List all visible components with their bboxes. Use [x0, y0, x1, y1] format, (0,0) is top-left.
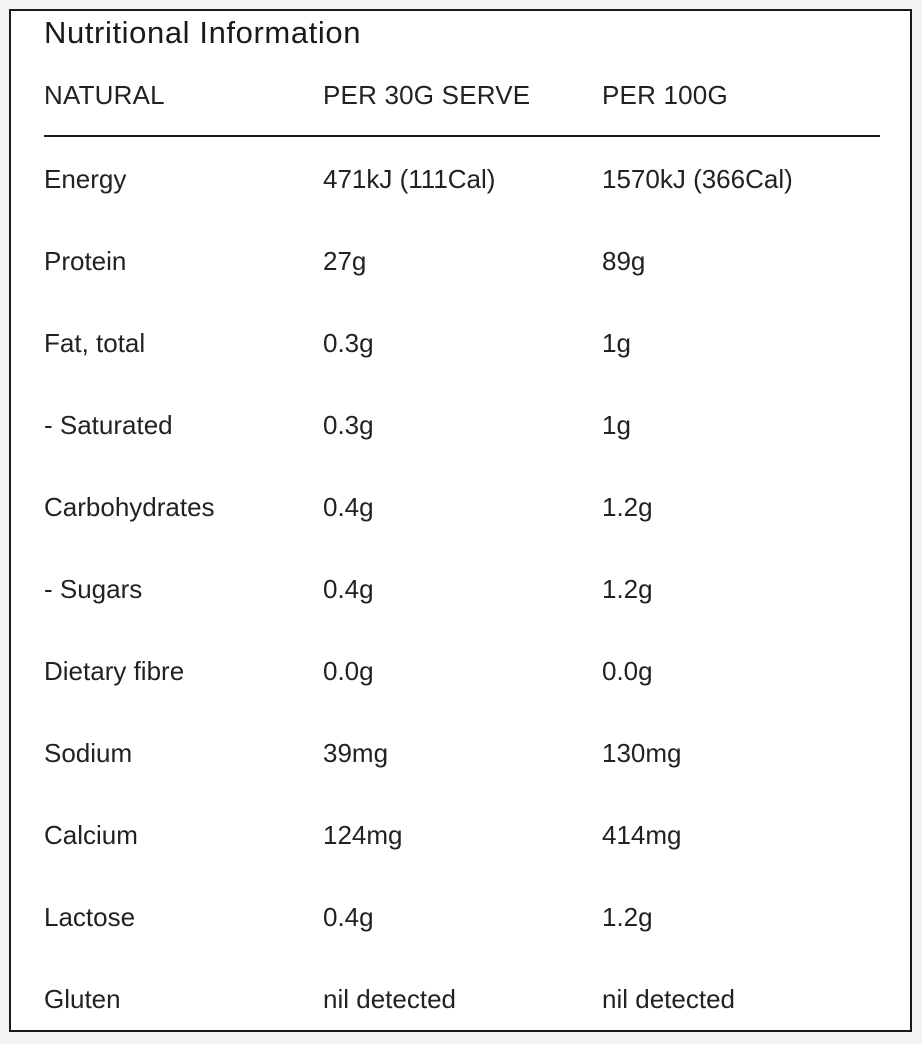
table-row: Dietary fibre 0.0g 0.0g	[11, 655, 910, 687]
table-row: Lactose 0.4g 1.2g	[11, 901, 910, 933]
header-variant: NATURAL	[44, 80, 165, 110]
value-per-serve: 39mg	[323, 738, 389, 768]
value-per-100g: 130mg	[602, 738, 682, 768]
nutrient-name: Dietary fibre	[44, 656, 185, 686]
value-per-serve: 0.4g	[323, 902, 374, 932]
nutrient-name: Energy	[44, 164, 127, 194]
nutrition-panel: Nutritional Information NATURAL PER 30G …	[9, 9, 912, 1032]
nutrient-name: Fat, total	[44, 328, 146, 358]
value-per-serve: 471kJ (111Cal)	[323, 164, 496, 194]
value-per-serve: 0.3g	[323, 410, 374, 440]
value-per-serve: 0.0g	[323, 656, 374, 686]
value-per-serve: 0.3g	[323, 328, 374, 358]
value-per-100g: 414mg	[602, 820, 682, 850]
value-per-serve: 0.4g	[323, 492, 374, 522]
nutrient-name: Sodium	[44, 738, 133, 768]
table-row: Energy 471kJ (111Cal) 1570kJ (366Cal)	[11, 163, 910, 195]
nutrient-name: Calcium	[44, 820, 138, 850]
table-row: Fat, total 0.3g 1g	[11, 327, 910, 359]
value-per-100g: 1.2g	[602, 902, 653, 932]
value-per-100g: nil detected	[602, 984, 735, 1014]
table-row: - Saturated 0.3g 1g	[11, 409, 910, 441]
table-row: Protein 27g 89g	[11, 245, 910, 277]
value-per-serve: nil detected	[323, 984, 456, 1014]
header-divider	[44, 135, 880, 137]
value-per-100g: 1.2g	[602, 492, 653, 522]
nutrient-name: - Saturated	[44, 410, 173, 440]
value-per-100g: 1.2g	[602, 574, 653, 604]
table-row: Carbohydrates 0.4g 1.2g	[11, 491, 910, 523]
value-per-100g: 89g	[602, 246, 646, 276]
panel-title: Nutritional Information	[44, 15, 362, 50]
value-per-100g: 0.0g	[602, 656, 653, 686]
nutrient-name: Lactose	[44, 902, 136, 932]
value-per-serve: 124mg	[323, 820, 403, 850]
table-row: Sodium 39mg 130mg	[11, 737, 910, 769]
value-per-serve: 27g	[323, 246, 367, 276]
value-per-serve: 0.4g	[323, 574, 374, 604]
nutrient-name: - Sugars	[44, 574, 143, 604]
value-per-100g: 1g	[602, 328, 631, 358]
nutrient-name: Protein	[44, 246, 127, 276]
table-row: - Sugars 0.4g 1.2g	[11, 573, 910, 605]
nutrient-name: Carbohydrates	[44, 492, 215, 522]
value-per-100g: 1570kJ (366Cal)	[602, 164, 793, 194]
table-row: Calcium 124mg 414mg	[11, 819, 910, 851]
header-per-serve: PER 30G SERVE	[323, 80, 531, 110]
table-row: Gluten nil detected nil detected	[11, 983, 910, 1015]
header-per-100g: PER 100G	[602, 80, 728, 110]
value-per-100g: 1g	[602, 410, 631, 440]
nutrient-name: Gluten	[44, 984, 121, 1014]
